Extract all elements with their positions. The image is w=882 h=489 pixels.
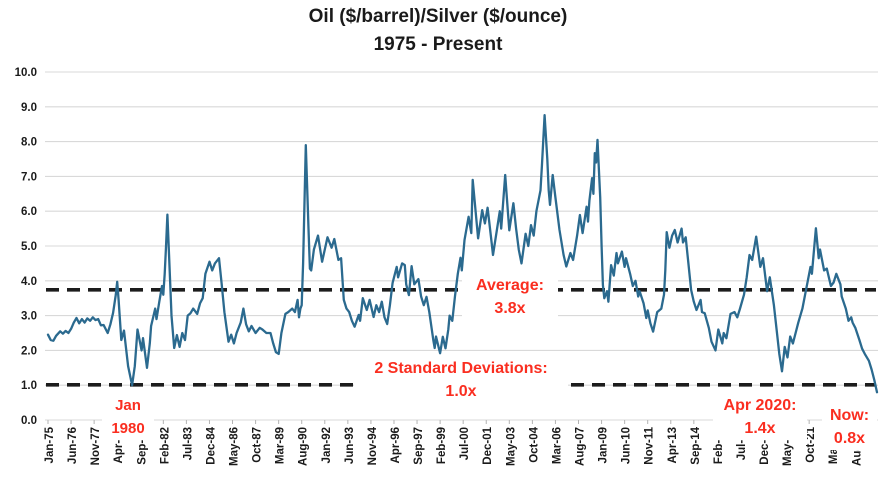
annotation-two-sd-line1: 2 Standard Deviations: <box>374 360 548 377</box>
annotation-now: Now: 0.8x <box>822 404 877 450</box>
x-axis-tick-label: Nov-11 <box>644 426 656 464</box>
x-axis-tick-label: Sep-14 <box>690 426 702 464</box>
annotation-apr-2020: Apr 2020: 1.4x <box>713 394 807 440</box>
x-axis-tick-label: Aug-90 <box>298 427 310 466</box>
x-axis-tick-label: Feb-99 <box>436 427 448 464</box>
x-axis-tick-label: Dec-01 <box>482 426 494 464</box>
x-axis-tick-label: Jun-93 <box>344 427 356 464</box>
x-axis-tick-label: Nov-77 <box>90 427 102 465</box>
x-axis-tick-label: Jul-83 <box>182 427 194 460</box>
x-axis-tick-label: Jun-10 <box>621 427 633 464</box>
y-axis-tick-label: 8.0 <box>21 137 37 149</box>
x-axis-tick-label: Oct-87 <box>252 427 264 463</box>
x-axis-tick-label: Jan-09 <box>598 427 610 463</box>
y-axis-tick-label: 2.0 <box>21 345 37 357</box>
annotation-now-line1: Now: <box>829 407 870 424</box>
x-axis-tick-label: Mar-89 <box>275 427 287 464</box>
y-axis-tick-label: 6.0 <box>21 206 37 218</box>
x-axis-tick-label: Jan-92 <box>321 427 333 463</box>
annotation-apr-2020-line2: 1.4x <box>744 420 776 437</box>
annotation-two-sd-line2: 1.0x <box>445 383 477 400</box>
x-axis-tick-label: Oct-04 <box>528 426 540 462</box>
x-axis-tick-label: Sep-97 <box>413 427 425 465</box>
x-axis-tick-label: Mar-06 <box>551 427 563 464</box>
annotation-average-line2: 3.8x <box>494 300 526 317</box>
y-axis-tick-label: 0.0 <box>21 415 37 427</box>
annotation-jan-1980: Jan 1980 <box>102 394 154 440</box>
annotation-average-line1: Average: <box>476 277 544 294</box>
x-axis-tick-label: Oct-21 <box>805 426 817 462</box>
x-axis-tick-label: May-86 <box>229 427 241 466</box>
y-axis-tick-label: 3.0 <box>21 311 37 323</box>
annotation-jan-1980-line1: Jan <box>115 397 141 414</box>
x-axis-tick-label: Apr-13 <box>667 427 679 463</box>
y-axis-tick-label: 4.0 <box>21 276 37 288</box>
x-axis-tick-label: Apr-96 <box>390 427 402 463</box>
chart-title-line1: Oil ($/barrel)/Silver ($/ounce) <box>308 6 568 27</box>
y-axis-tick-label: 10.0 <box>15 67 37 79</box>
y-axis-tick-label: 7.0 <box>21 171 37 183</box>
annotation-average: Average: 3.8x <box>462 274 558 320</box>
x-axis-tick-label: Jul-00 <box>459 427 471 460</box>
oil-silver-ratio-series-line <box>46 114 879 394</box>
x-axis-tick-label: Dec-84 <box>206 426 218 464</box>
x-axis-tick-label: Jan-75 <box>44 426 56 463</box>
annotation-now-line2: 0.8x <box>833 430 866 447</box>
x-axis-tick-label: May-03 <box>505 427 517 466</box>
x-axis-tick-label: Feb-82 <box>159 427 171 464</box>
chart-title: Oil ($/barrel)/Silver ($/ounce) 1975 - P… <box>0 3 876 59</box>
y-axis-tick-label: 9.0 <box>21 102 37 114</box>
x-axis-tick-label: Jun-76 <box>67 427 79 464</box>
annotation-two-standard-deviations: 2 Standard Deviations: 1.0x <box>354 357 568 403</box>
y-axis-tick-label: 1.0 <box>21 380 37 392</box>
annotation-apr-2020-line1: Apr 2020: <box>723 397 797 414</box>
x-axis-tick-label: Nov-94 <box>367 426 379 465</box>
y-axis-tick-label: 5.0 <box>21 241 37 253</box>
annotation-jan-1980-line2: 1980 <box>111 420 145 437</box>
x-axis-tick-label: Aug-07 <box>575 427 587 466</box>
chart-title-line2: 1975 - Present <box>373 34 503 55</box>
